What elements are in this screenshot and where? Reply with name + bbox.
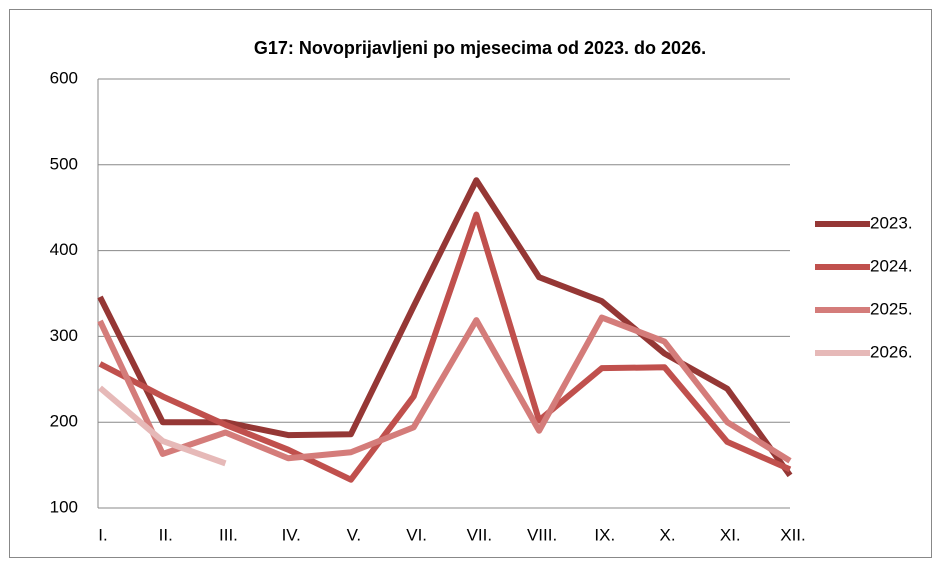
legend-label: 2024.: [870, 256, 913, 275]
y-tick-label: 200: [50, 412, 78, 431]
y-tick-label: 300: [50, 326, 78, 345]
chart-title: G17: Novoprijavljeni po mjesecima od 202…: [254, 38, 706, 58]
x-tick-label: VIII.: [527, 525, 557, 544]
legend-label: 2026.: [870, 342, 913, 361]
legend-label: 2023.: [870, 213, 913, 232]
y-tick-label: 500: [50, 154, 78, 173]
x-tick-label: VI.: [406, 525, 427, 544]
y-tick-label: 400: [50, 240, 78, 259]
x-tick-label: I.: [98, 525, 107, 544]
legend-label: 2025.: [870, 299, 913, 318]
y-tick-label: 600: [50, 68, 78, 87]
x-tick-label: X.: [660, 525, 676, 544]
x-tick-label: V.: [347, 525, 362, 544]
x-tick-label: VII.: [467, 525, 493, 544]
y-tick-label: 100: [50, 497, 78, 516]
x-tick-label: III.: [219, 525, 238, 544]
x-tick-label: II.: [159, 525, 173, 544]
x-tick-label: IV.: [282, 525, 301, 544]
line-series: [97, 314, 792, 464]
line-series: [98, 211, 792, 483]
x-tick-label: XI.: [720, 525, 741, 544]
chart-frame: [9, 9, 932, 558]
line-series: [98, 385, 227, 467]
x-tick-label: IX.: [594, 525, 615, 544]
x-tick-label: XII.: [780, 525, 806, 544]
